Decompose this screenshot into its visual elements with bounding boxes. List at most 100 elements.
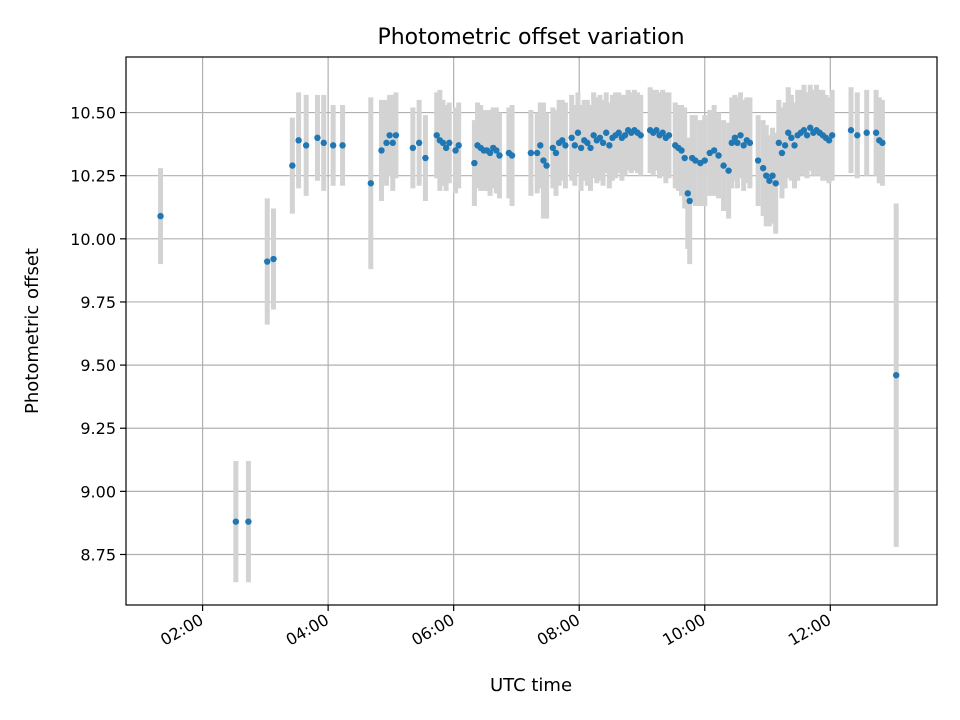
data-point	[295, 137, 302, 144]
data-point	[562, 142, 569, 149]
data-point	[533, 149, 541, 157]
data-point	[270, 255, 277, 263]
y-tick-label: 9.25	[80, 419, 116, 438]
data-point	[471, 159, 478, 167]
data-point	[329, 142, 337, 149]
y-axis-label: Photometric offset	[22, 248, 43, 414]
data-point	[157, 212, 164, 220]
data-point	[854, 132, 861, 139]
data-point	[759, 164, 767, 172]
data-point	[715, 152, 722, 159]
data-point	[339, 142, 346, 149]
data-point	[684, 190, 691, 197]
data-point	[692, 157, 699, 164]
data-point	[508, 152, 516, 159]
data-point	[602, 129, 610, 136]
data-point	[596, 134, 604, 142]
plot-frame	[125, 56, 938, 606]
data-point	[549, 144, 557, 152]
data-point	[772, 180, 779, 187]
data-point	[825, 137, 833, 144]
data-point	[710, 147, 718, 154]
data-point	[686, 197, 693, 205]
data-point	[621, 132, 629, 139]
data-point	[383, 139, 390, 147]
data-point	[803, 132, 811, 139]
data-point	[785, 129, 792, 136]
data-point	[584, 139, 591, 147]
data-point	[847, 127, 855, 134]
y-tick-label: 9.00	[80, 482, 116, 501]
data-point	[734, 139, 741, 147]
data-point	[863, 129, 870, 136]
data-point	[720, 162, 727, 169]
data-point	[740, 142, 747, 149]
data-point	[245, 518, 252, 525]
data-point	[828, 132, 836, 139]
data-point	[678, 147, 685, 154]
data-point	[637, 132, 644, 139]
data-point	[264, 258, 271, 265]
data-point	[754, 157, 762, 164]
data-point	[577, 144, 585, 152]
data-point	[537, 142, 544, 149]
data-point	[232, 518, 240, 525]
data-point	[392, 132, 400, 139]
data-point	[446, 139, 453, 147]
grid	[126, 57, 937, 605]
data-point	[766, 177, 773, 184]
data-point	[415, 139, 423, 147]
y-tick-label: 9.75	[80, 293, 116, 312]
y-tick-label: 10.25	[70, 167, 116, 186]
data-point	[433, 132, 440, 139]
data-point	[378, 147, 385, 154]
data-point	[892, 371, 900, 379]
y-tick-label: 10.00	[70, 230, 116, 249]
data-point	[587, 144, 594, 152]
data-point	[599, 139, 607, 147]
data-point	[496, 152, 503, 159]
data-point	[559, 137, 566, 144]
data-point	[442, 144, 450, 152]
chart-title: Photometric offset variation	[377, 25, 684, 50]
data-point	[386, 132, 393, 139]
data-point	[775, 139, 783, 147]
data-point	[606, 142, 613, 149]
data-point	[872, 129, 880, 136]
data-point	[422, 154, 429, 162]
data-point	[769, 172, 776, 179]
data-point	[543, 162, 550, 169]
data-point	[452, 147, 459, 154]
data-point	[701, 157, 708, 164]
data-points	[157, 124, 900, 525]
data-point	[389, 139, 396, 147]
data-point	[781, 142, 789, 149]
data-point	[681, 154, 688, 162]
data-point	[665, 132, 673, 139]
data-point	[653, 127, 660, 134]
data-point	[725, 167, 732, 174]
data-point	[728, 139, 735, 147]
data-point	[486, 149, 494, 157]
data-point	[590, 132, 597, 139]
data-point	[879, 139, 886, 147]
data-point	[540, 157, 547, 164]
data-point	[731, 134, 739, 142]
data-point	[778, 149, 786, 157]
data-point	[455, 142, 462, 149]
data-point	[659, 129, 666, 136]
data-point	[571, 142, 579, 149]
data-point	[302, 142, 310, 149]
data-point	[737, 132, 744, 139]
data-point	[807, 124, 814, 131]
data-point	[527, 149, 535, 157]
data-point	[409, 144, 417, 152]
data-point	[791, 142, 798, 149]
data-point	[314, 134, 321, 142]
data-point	[367, 180, 375, 187]
data-point	[763, 172, 770, 179]
y-tick-label: 8.75	[80, 545, 116, 564]
x-axis-label: UTC time	[490, 675, 572, 696]
data-point	[493, 147, 500, 154]
